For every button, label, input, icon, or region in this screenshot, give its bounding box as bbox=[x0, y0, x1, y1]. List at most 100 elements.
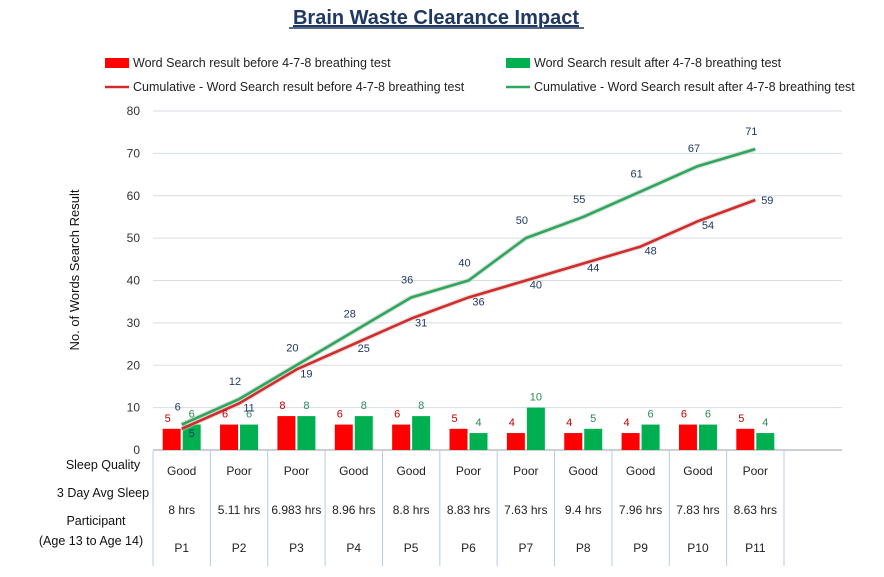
cum-before-label-P3: 19 bbox=[300, 368, 312, 380]
table-row-label-0: Sleep Quality bbox=[66, 458, 141, 472]
table-cell-1-P6: 8.83 hrs bbox=[447, 503, 490, 517]
cum-before-label-P4: 25 bbox=[358, 343, 370, 355]
y-tick-label-70: 70 bbox=[127, 146, 141, 160]
bar-before-label-P8: 4 bbox=[566, 417, 572, 429]
bar-before-P1 bbox=[162, 428, 181, 450]
legend-swatch-0 bbox=[105, 58, 129, 68]
cum-after-label-P2: 12 bbox=[229, 376, 241, 388]
table-cell-1-P10: 7.83 hrs bbox=[676, 503, 719, 517]
cum-after-label-P10: 67 bbox=[688, 143, 700, 155]
x-tick-label-P3: P3 bbox=[289, 541, 304, 555]
table-cell-1-P9: 7.96 hrs bbox=[619, 503, 662, 517]
y-tick-label-10: 10 bbox=[127, 401, 141, 415]
bar-before-label-P3: 8 bbox=[279, 400, 285, 412]
bar-before-P6 bbox=[449, 428, 468, 450]
bar-after-P3 bbox=[297, 416, 316, 450]
cum-after-label-P1: 6 bbox=[175, 402, 181, 414]
table-cell-1-P4: 8.96 hrs bbox=[332, 503, 375, 517]
bar-before-P2 bbox=[220, 424, 239, 450]
bar-before-label-P5: 6 bbox=[394, 409, 400, 421]
bar-before-label-P4: 6 bbox=[337, 409, 343, 421]
x-tick-label-P7: P7 bbox=[519, 541, 534, 555]
table-cell-0-P8: Good bbox=[569, 464, 598, 478]
table-cell-1-P2: 5.11 hrs bbox=[218, 503, 260, 517]
table-cell-1-P11: 8.63 hrs bbox=[734, 503, 777, 517]
bar-after-P6 bbox=[469, 433, 488, 450]
cum-after-label-P7: 50 bbox=[516, 215, 528, 227]
cum-after-label-P3: 20 bbox=[286, 342, 298, 354]
bar-before-label-P11: 5 bbox=[738, 413, 744, 425]
legend-label-2: Cumulative - Word Search result before 4… bbox=[133, 80, 465, 94]
bars bbox=[162, 407, 775, 450]
cum-before-label-P8: 44 bbox=[587, 263, 599, 275]
cum-after-label-P6: 40 bbox=[458, 258, 470, 270]
bar-before-label-P7: 4 bbox=[509, 417, 515, 429]
bar-after-label-P11: 4 bbox=[762, 417, 768, 429]
cumulative-lines bbox=[180, 146, 757, 432]
table-cell-0-P7: Poor bbox=[513, 464, 538, 478]
cum-before-label-P2: 11 bbox=[243, 402, 254, 414]
legend-swatch-1 bbox=[506, 58, 530, 68]
chart-title: Brain Waste Clearance Impact bbox=[293, 7, 579, 29]
participant-age-label: (Age 13 to Age 14) bbox=[39, 534, 143, 548]
x-tick-label-P11: P11 bbox=[745, 541, 766, 555]
cum-before-label-P10: 54 bbox=[702, 220, 714, 232]
table-cell-0-P9: Good bbox=[626, 464, 655, 478]
cum-after-label-P8: 55 bbox=[573, 194, 585, 206]
y-tick-label-50: 50 bbox=[127, 231, 141, 245]
bar-after-label-P4: 8 bbox=[361, 400, 367, 412]
bar-before-label-P10: 6 bbox=[681, 409, 687, 421]
table-cell-1-P3: 6.983 hrs bbox=[271, 503, 321, 517]
cum-after-label-P9: 61 bbox=[630, 169, 642, 181]
participant-label: Participant bbox=[66, 514, 126, 528]
x-tick-label-P6: P6 bbox=[461, 541, 476, 555]
legend: Word Search result before 4-7-8 breathin… bbox=[105, 56, 855, 94]
bar-after-label-P5: 8 bbox=[418, 400, 424, 412]
y-tick-label-80: 80 bbox=[127, 104, 141, 118]
x-tick-label-P8: P8 bbox=[576, 541, 591, 555]
bar-before-label-P2: 6 bbox=[222, 409, 228, 421]
bar-after-P1 bbox=[182, 424, 201, 450]
y-tick-label-40: 40 bbox=[127, 274, 141, 288]
table-cell-0-P6: Poor bbox=[456, 464, 481, 478]
bar-after-label-P8: 5 bbox=[590, 413, 596, 425]
legend-label-1: Word Search result after 4-7-8 breathing… bbox=[534, 56, 782, 70]
y-tick-label-20: 20 bbox=[127, 358, 141, 372]
x-tick-label-P1: P1 bbox=[174, 541, 189, 555]
y-axis-label: No. of Words Search Result bbox=[67, 189, 82, 350]
gridlines bbox=[153, 110, 842, 451]
bar-before-P8 bbox=[564, 433, 583, 450]
cum-after-label-P4: 28 bbox=[344, 308, 356, 320]
table-cell-0-P10: Good bbox=[683, 464, 712, 478]
cum-before-label-P5: 31 bbox=[415, 318, 427, 330]
x-tick-label-P4: P4 bbox=[346, 541, 361, 555]
cum-before-label-P1: 5 bbox=[189, 428, 195, 440]
bar-after-P7 bbox=[526, 407, 545, 450]
bar-after-P4 bbox=[354, 416, 373, 450]
bar-after-P8 bbox=[584, 428, 603, 450]
bar-after-P5 bbox=[412, 416, 431, 450]
bar-before-P5 bbox=[392, 424, 411, 450]
bar-before-P3 bbox=[277, 416, 296, 450]
cum-after-label-P5: 36 bbox=[401, 274, 413, 286]
bar-before-label-P1: 5 bbox=[165, 413, 171, 425]
cumulative-after-line bbox=[181, 147, 756, 426]
bar-before-label-P6: 5 bbox=[451, 413, 457, 425]
bar-before-P10 bbox=[678, 424, 697, 450]
x-tick-label-P2: P2 bbox=[232, 541, 247, 555]
bar-before-P9 bbox=[621, 433, 640, 450]
x-tick-label-P5: P5 bbox=[404, 541, 419, 555]
bar-after-P2 bbox=[240, 424, 259, 450]
bar-after-label-P9: 6 bbox=[648, 409, 654, 421]
y-tick-label-0: 0 bbox=[133, 443, 140, 457]
bar-after-P9 bbox=[641, 424, 660, 450]
cum-before-label-P11: 59 bbox=[761, 195, 773, 207]
bar-after-label-P6: 4 bbox=[475, 417, 481, 429]
x-tick-label-P9: P9 bbox=[633, 541, 648, 555]
table-cell-0-P5: Good bbox=[396, 464, 425, 478]
cum-before-label-P7: 40 bbox=[530, 280, 542, 292]
y-axis: 0 10 20 30 40 50 60 70 80 bbox=[127, 104, 141, 457]
table-cell-1-P8: 9.4 hrs bbox=[565, 503, 602, 517]
table-cell-0-P2: Poor bbox=[226, 464, 251, 478]
